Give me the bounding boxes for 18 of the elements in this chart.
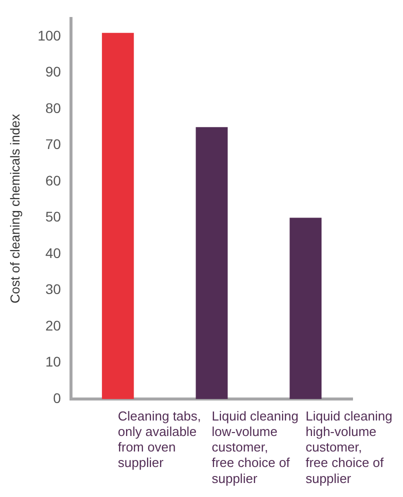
- bar: [196, 127, 228, 399]
- x-tick-label: Liquid cleaning low-volume customer, free choice of supplier: [212, 408, 298, 486]
- y-tick-label: 20: [45, 317, 62, 334]
- y-tick-label: 50: [45, 208, 62, 225]
- y-tick-label: 0: [53, 390, 62, 406]
- x-tick-label: Liquid cleaning high-volume customer, free choice of supplier: [306, 408, 392, 486]
- y-tick-label: 90: [45, 64, 62, 80]
- bar: [290, 218, 322, 399]
- y-tick-label: 100: [38, 27, 62, 44]
- y-tick-label: 60: [45, 172, 62, 188]
- y-tick-label: 10: [45, 354, 62, 370]
- y-tick-label: 70: [45, 136, 62, 152]
- y-tick-label: 40: [45, 244, 62, 261]
- y-tick-label: 30: [45, 281, 62, 298]
- y-tick-label: 80: [45, 100, 62, 116]
- bar: [102, 32, 134, 399]
- y-axis-title: Cost of cleaning chemicals index: [7, 114, 22, 304]
- x-tick-label: Cleaning tabs, only available from oven supplier: [118, 408, 202, 470]
